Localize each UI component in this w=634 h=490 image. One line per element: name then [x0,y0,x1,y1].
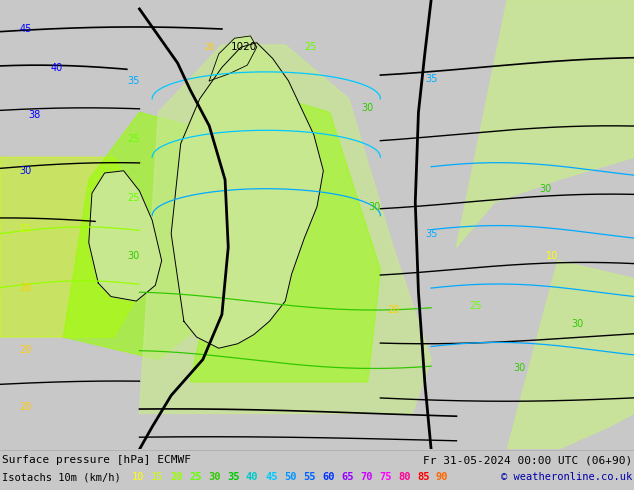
Text: 35: 35 [127,76,139,86]
Text: 38: 38 [29,110,41,120]
Text: 20: 20 [19,402,32,412]
Text: 15: 15 [19,224,32,234]
Polygon shape [190,90,380,382]
Text: 25: 25 [189,472,202,482]
Text: 20: 20 [204,43,214,51]
Text: 30: 30 [571,318,583,328]
Text: 25: 25 [127,134,139,144]
Text: 75: 75 [379,472,392,482]
Text: 20: 20 [170,472,183,482]
Polygon shape [0,157,139,337]
Text: 40: 40 [51,63,63,74]
Text: 15: 15 [151,472,164,482]
Text: 35: 35 [425,229,437,239]
Text: 40: 40 [246,472,259,482]
Text: 35: 35 [425,74,437,84]
Text: 30: 30 [208,472,221,482]
Text: 1020: 1020 [231,42,257,52]
Text: 45: 45 [19,24,32,34]
Polygon shape [171,43,323,348]
Text: 20: 20 [19,345,32,355]
Text: 25: 25 [127,193,139,203]
Text: Isotachs 10m (km/h): Isotachs 10m (km/h) [2,472,120,482]
Text: 55: 55 [303,472,316,482]
Text: 45: 45 [265,472,278,482]
Text: 65: 65 [341,472,354,482]
Text: 25: 25 [304,42,317,52]
Polygon shape [209,36,257,81]
Text: 20: 20 [387,305,399,315]
Text: 70: 70 [360,472,373,482]
Polygon shape [139,45,431,414]
Text: 30: 30 [19,166,32,176]
Text: 30: 30 [127,251,139,261]
Text: 60: 60 [322,472,335,482]
Text: 10: 10 [132,472,145,482]
Text: 50: 50 [284,472,297,482]
Text: 85: 85 [417,472,429,482]
Polygon shape [63,112,222,360]
Polygon shape [456,0,634,247]
Text: Surface pressure [hPa] ECMWF: Surface pressure [hPa] ECMWF [2,455,191,466]
Polygon shape [89,171,162,301]
Polygon shape [507,261,634,449]
Text: 80: 80 [398,472,410,482]
Text: Fr 31-05-2024 00:00 UTC (06+90): Fr 31-05-2024 00:00 UTC (06+90) [423,455,632,466]
Text: 20: 20 [19,283,32,293]
Text: 30: 30 [368,202,380,212]
Text: 90: 90 [436,472,448,482]
Text: 35: 35 [227,472,240,482]
Text: 30: 30 [514,364,526,373]
Text: 30: 30 [361,103,374,113]
Text: 10: 10 [545,251,558,261]
Text: 30: 30 [539,184,552,194]
Text: 25: 25 [469,300,482,311]
Text: © weatheronline.co.uk: © weatheronline.co.uk [501,472,632,482]
